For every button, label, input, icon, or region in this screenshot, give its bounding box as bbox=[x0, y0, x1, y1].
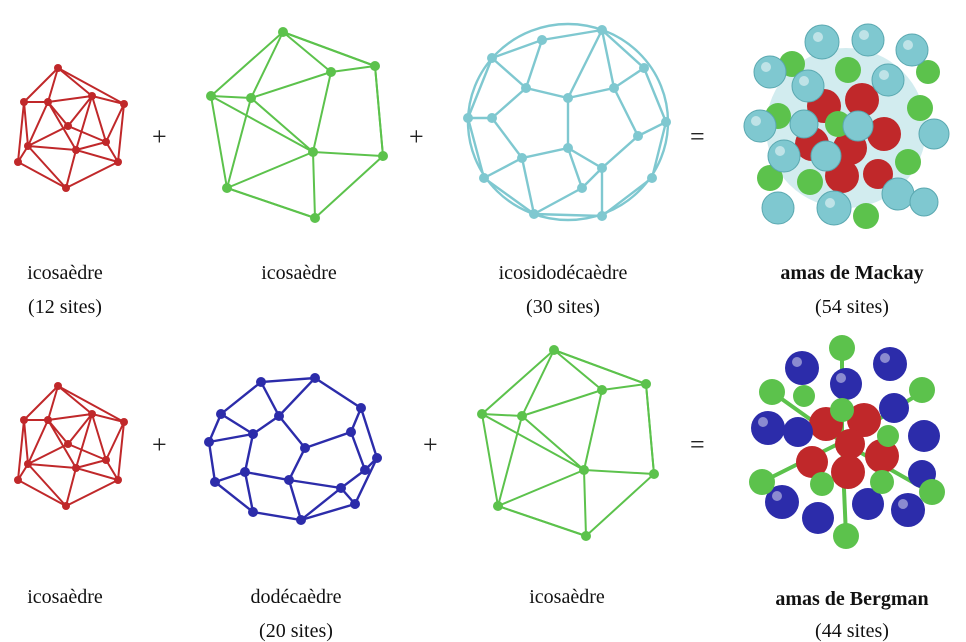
row2-label-2-name: dodécaèdre bbox=[250, 586, 342, 608]
cyan-icosidodecahedron-figure bbox=[463, 22, 671, 222]
bergman-cluster-figure bbox=[749, 335, 945, 549]
red-icosahedron-figure-2 bbox=[14, 382, 128, 510]
plus-operator-1: + bbox=[152, 122, 167, 151]
row1-label-4-name: amas de Mackay bbox=[780, 262, 924, 284]
row2-label-4-sites: (44 sites) bbox=[815, 620, 889, 642]
row1-label-1-sites: (12 sites) bbox=[28, 296, 102, 318]
row2-label-2-sites: (20 sites) bbox=[259, 620, 333, 642]
row1-label-3-sites: (30 sites) bbox=[526, 296, 600, 318]
blue-dodecahedron-figure bbox=[204, 373, 382, 525]
equals-operator-1: = bbox=[690, 122, 705, 151]
row2-label-4-name: amas de Bergman bbox=[775, 588, 929, 610]
green-icosahedron-figure-2 bbox=[477, 345, 659, 541]
row1-label-4-sites: (54 sites) bbox=[815, 296, 889, 318]
plus-operator-4: + bbox=[423, 430, 438, 459]
row1-label-1-name: icosaèdre bbox=[27, 262, 103, 284]
equals-operator-2: = bbox=[690, 430, 705, 459]
row2-label-1-name: icosaèdre bbox=[27, 586, 103, 608]
mackay-cluster-figure bbox=[743, 23, 950, 229]
plus-operator-3: + bbox=[152, 430, 167, 459]
red-icosahedron-figure-1 bbox=[14, 64, 128, 192]
row1-label-2-name: icosaèdre bbox=[261, 262, 337, 284]
green-icosahedron-figure-1 bbox=[206, 27, 388, 223]
row1-label-3-name: icosidodécaèdre bbox=[498, 262, 628, 284]
row2-label-3-name: icosaèdre bbox=[529, 586, 605, 608]
plus-operator-2: + bbox=[409, 122, 424, 151]
